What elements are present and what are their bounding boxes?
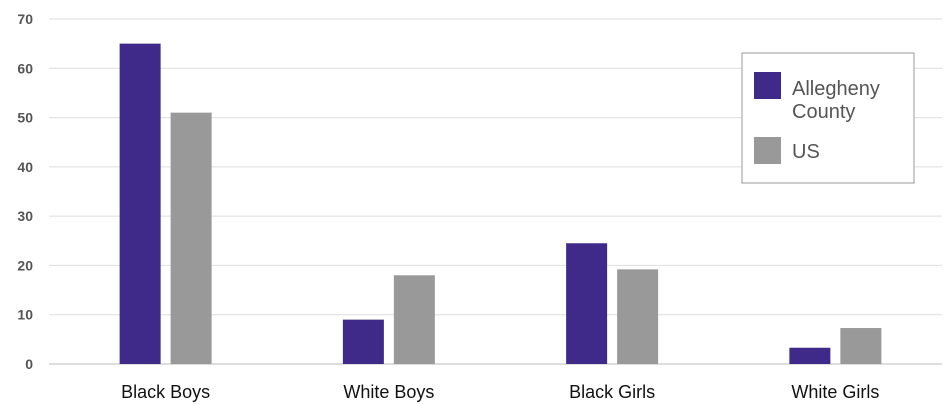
bar-allegheny-county-black-girls [566, 243, 608, 364]
bar-allegheny-county-white-girls [789, 347, 831, 364]
y-tick-label: 60 [17, 60, 33, 76]
y-tick-label: 0 [25, 356, 33, 372]
legend-swatch-allegheny-county [754, 72, 781, 99]
legend-label-line-2: County [792, 101, 855, 123]
x-tick-label: White Boys [343, 382, 434, 402]
bar-us-white-girls [840, 328, 882, 364]
bar-allegheny-county-black-boys [119, 43, 161, 365]
y-tick-label: 50 [17, 110, 33, 126]
legend: Allegheny County US [741, 52, 915, 184]
bar-us-black-boys [170, 112, 212, 365]
bar-allegheny-county-white-boys [342, 319, 384, 364]
bar-us-black-girls [617, 269, 659, 364]
x-tick-label: Black Boys [121, 382, 210, 402]
y-tick-label: 30 [17, 208, 33, 224]
legend-swatch-us [754, 137, 781, 164]
y-tick-label: 10 [17, 307, 33, 323]
y-tick-label: 20 [17, 257, 33, 273]
x-tick-label: White Girls [791, 382, 879, 402]
legend-label-line-1: Allegheny [792, 78, 880, 100]
x-axis-ticks: Black Boys White Boys Black Girls White Gir… [121, 382, 879, 402]
y-tick-label: 40 [17, 159, 33, 175]
y-axis-ticks: 0 10 20 30 40 50 60 70 [17, 11, 33, 372]
legend-label-us: US [792, 141, 820, 163]
y-tick-label: 70 [17, 11, 33, 27]
bars [119, 43, 882, 365]
bar-us-white-boys [393, 275, 435, 364]
x-tick-label: Black Girls [569, 382, 655, 402]
